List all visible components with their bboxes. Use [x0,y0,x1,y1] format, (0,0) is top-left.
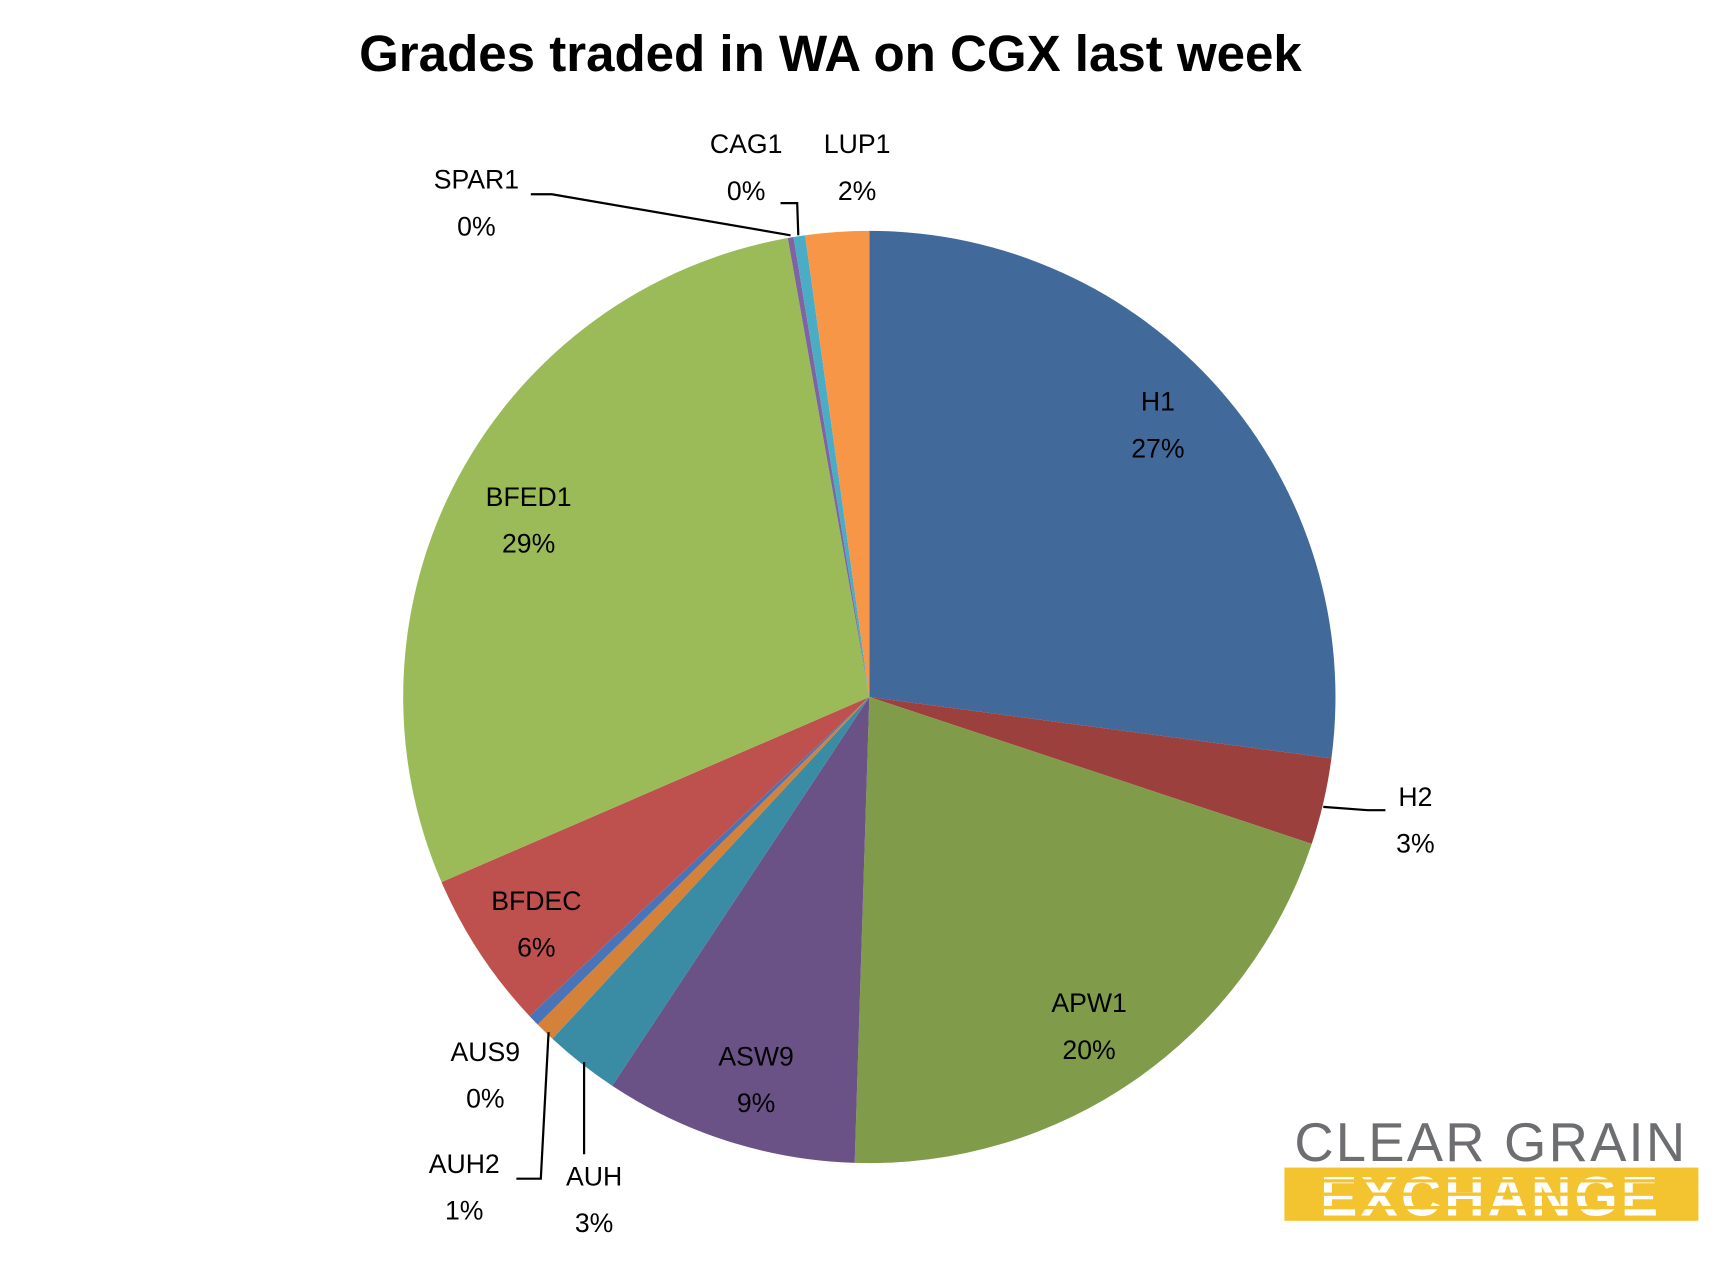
slice-name: ASW9 [718,1041,793,1071]
logo-text: EXCHANGE [1320,1165,1661,1227]
leader-line [516,1032,550,1180]
slice-name: LUP1 [824,129,891,159]
slice-percent: 3% [575,1208,613,1238]
pie-slice [793,235,870,697]
slice-percent: 9% [737,1088,775,1118]
slice-percent: 6% [517,933,555,963]
pie-slice [805,230,870,697]
pie-slice [529,696,870,1025]
logo-text: CLEAR GRAIN [1294,1112,1687,1173]
pie-slice [869,696,1332,844]
slice-percent: 0% [727,176,765,206]
slice-percent: 29% [502,529,555,559]
slice-name: SPAR1 [434,165,519,195]
pie-slice [441,696,870,1017]
slice-name: H2 [1398,782,1432,812]
pie-slice [403,238,870,883]
pie-slice [552,696,870,1086]
chart-title: Grades traded in WA on CGX last week [359,25,1302,82]
pie-slice [537,696,870,1039]
data-labels: H1 27% H2 3% APW1 20% ASW9 9% AUH 3% AUH2 1% AUS9 0% B… [429,129,1435,1238]
pie-slice [612,696,870,1163]
slice-percent: 2% [838,176,876,206]
slice-percent: 3% [1396,828,1434,858]
logo: CLEAR GRAIN EXCHANGE [1284,1112,1699,1227]
slice-name: BFDEC [491,886,581,916]
slice-percent: 20% [1062,1035,1115,1065]
slice-percent: 1% [445,1196,483,1226]
slice-percent: 0% [466,1084,504,1114]
pie-slice [869,230,1336,759]
slice-name: AUS9 [451,1037,521,1067]
slice-percent: 27% [1131,433,1184,463]
slice-name: CAG1 [710,129,783,159]
leader-line [780,201,800,236]
leader-line [1323,805,1386,812]
slice-percent: 0% [457,211,495,241]
slice-name: H1 [1141,387,1175,417]
slice-name: APW1 [1051,988,1126,1018]
pie-slice [854,696,1312,1164]
leader-lines [516,193,1386,1180]
leader-line [530,193,791,237]
slice-name: AUH [566,1161,622,1191]
slice-name: AUH2 [429,1149,500,1179]
slice-name: BFED1 [486,482,572,512]
pie-slice [787,237,870,697]
pie [403,230,1336,1164]
